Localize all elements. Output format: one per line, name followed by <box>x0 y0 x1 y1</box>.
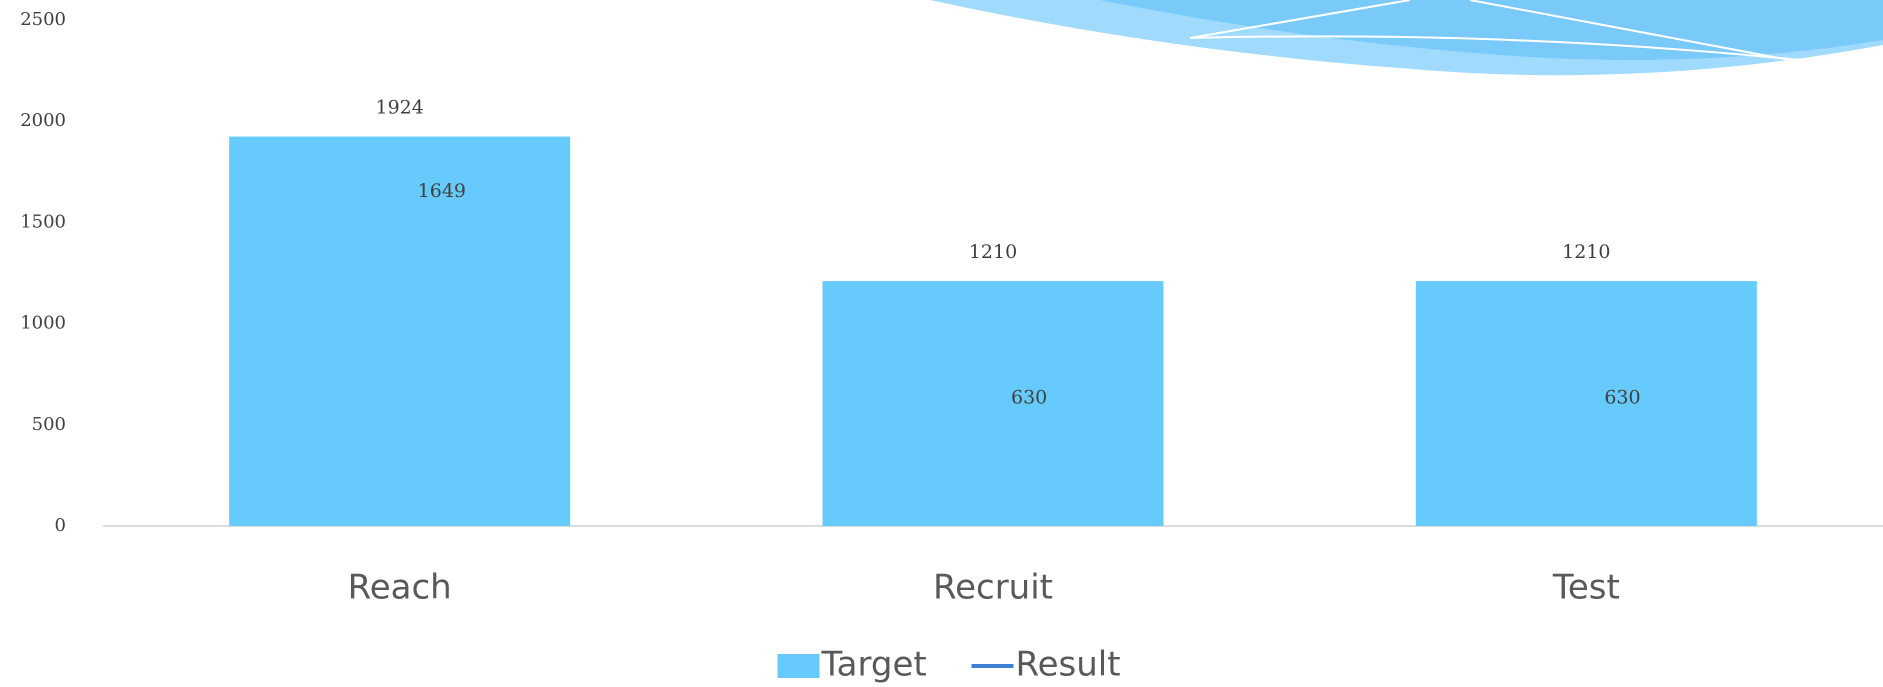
data-label: 630 <box>1011 386 1047 408</box>
legend-label: Result <box>1016 645 1121 685</box>
y-tick-label: 500 <box>32 414 66 435</box>
data-label: 1210 <box>969 241 1017 263</box>
legend-swatch <box>778 654 820 678</box>
y-tick-label: 1000 <box>20 313 66 334</box>
data-label: 1924 <box>375 97 423 119</box>
bar <box>823 281 1164 526</box>
data-label: 1649 <box>418 180 466 202</box>
bar <box>1416 281 1757 526</box>
data-label: 630 <box>1604 386 1640 408</box>
legend-label: Target <box>821 645 927 685</box>
y-tick-label: 1500 <box>20 211 66 232</box>
x-tick-label: Reach <box>348 568 452 608</box>
x-tick-label: Test <box>1552 568 1620 608</box>
chart: 0 500 1000 1500 2000 2500 Reach Recruit Test 1924… <box>0 0 1883 687</box>
y-tick-label: 2500 <box>20 9 66 30</box>
y-tick-label: 0 <box>55 515 66 536</box>
bar <box>229 137 570 526</box>
decoration <box>930 0 1883 75</box>
y-tick-label: 2000 <box>20 110 66 131</box>
x-tick-label: Recruit <box>933 568 1053 608</box>
data-label: 1210 <box>1562 241 1610 263</box>
